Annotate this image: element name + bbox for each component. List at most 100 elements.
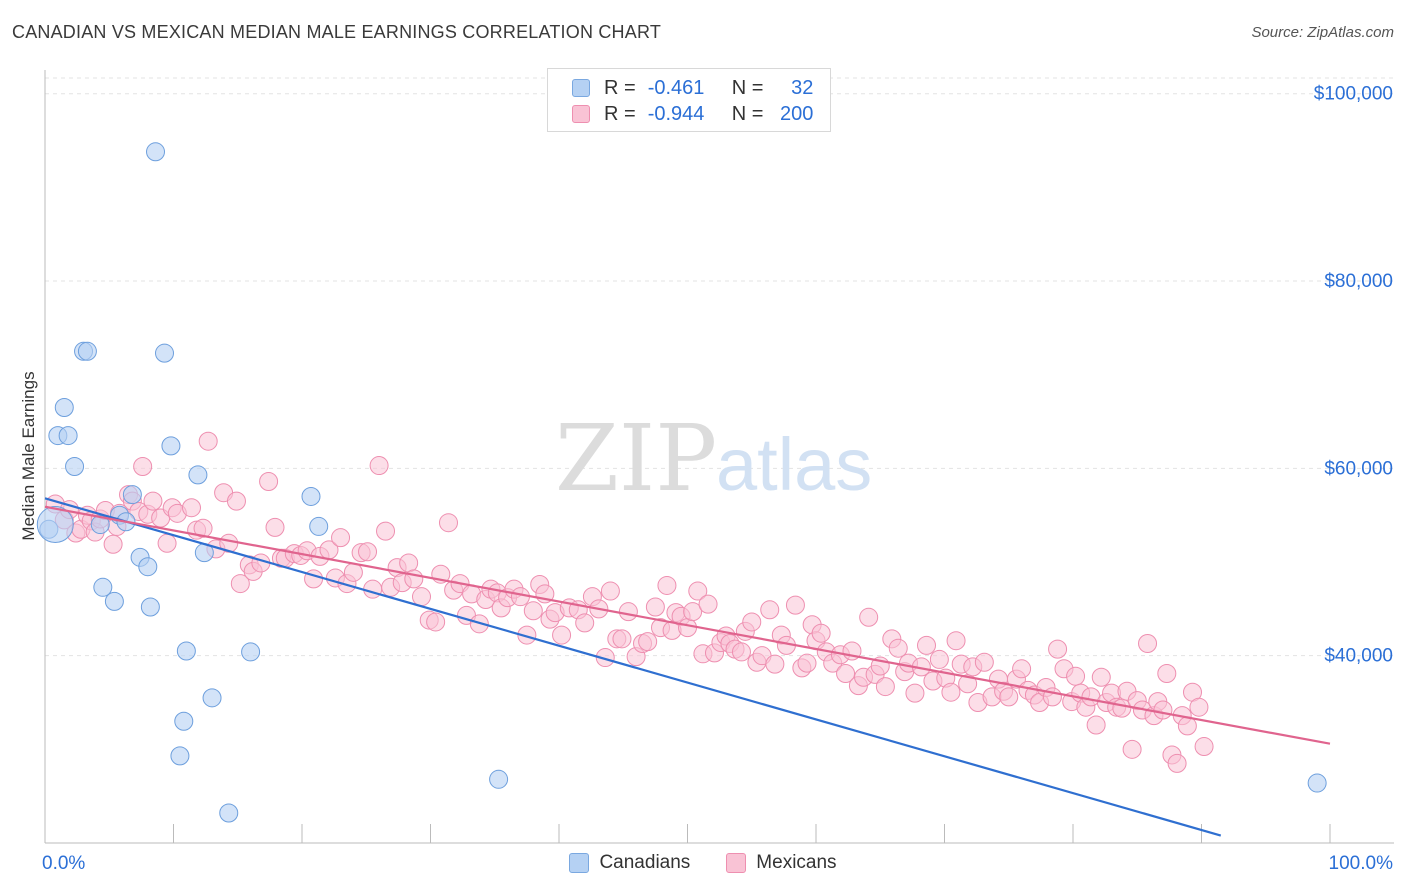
- mexicans-point: [785, 595, 805, 615]
- canadians-point: [1307, 773, 1327, 793]
- mexicans-point: [1153, 700, 1173, 720]
- mexicans-point: [618, 602, 638, 622]
- mexicans-trend-line: [44, 505, 1331, 745]
- canadians-point: [155, 343, 175, 363]
- mexicans-point: [600, 581, 620, 601]
- canadians-point: [219, 803, 239, 823]
- mexicans-point: [103, 534, 123, 554]
- canadians-point: [140, 597, 160, 617]
- mexicans-point: [645, 597, 665, 617]
- mexicans-point: [575, 613, 595, 633]
- mexicans-point: [731, 642, 751, 662]
- n-value: 32: [791, 76, 814, 99]
- mexicans-point: [1157, 663, 1177, 683]
- mexicans-point: [230, 574, 250, 594]
- mexicans-point: [181, 498, 201, 518]
- source-label: Source: ZipAtlas.com: [1251, 24, 1394, 41]
- chart-title: CANADIAN VS MEXICAN MEDIAN MALE EARNINGS…: [12, 22, 662, 42]
- mexicans-point: [859, 607, 879, 627]
- mexicans-point: [797, 653, 817, 673]
- mexicans-point: [1012, 659, 1032, 679]
- canadians-trend-line: [44, 497, 1222, 837]
- mexicans-legend-swatch: [726, 853, 747, 873]
- mexicans-point: [133, 456, 153, 476]
- canadians-point: [241, 642, 261, 662]
- canadians-point: [54, 397, 74, 417]
- mexicans-point: [358, 542, 378, 562]
- r-label: R =: [604, 102, 636, 125]
- r-value: -0.461: [647, 76, 705, 99]
- n-value: 200: [780, 102, 814, 125]
- watermark-atlas: atlas: [716, 423, 872, 506]
- mexicans-point: [946, 631, 966, 651]
- mexicans-point: [523, 601, 543, 621]
- mexicans-point: [157, 533, 177, 553]
- mexicans-point: [1167, 753, 1187, 773]
- stats-legend: R = -0.461 N = 32 R = -0.944 N = 200: [547, 68, 831, 132]
- canadians-point: [301, 486, 321, 506]
- n-label: N =: [731, 102, 764, 125]
- canadians-point: [146, 142, 166, 162]
- r-label: R =: [604, 76, 636, 99]
- canadians-point: [161, 436, 181, 456]
- mexicans-point: [875, 677, 895, 697]
- canadians-point: [90, 515, 110, 535]
- mexicans-point: [143, 491, 163, 511]
- canadians-point: [104, 591, 124, 611]
- mexicans-point: [888, 638, 908, 658]
- axes: [44, 70, 1394, 844]
- canadians-point: [489, 769, 509, 789]
- mexicans-point: [193, 518, 213, 538]
- canadians-point: [176, 641, 196, 661]
- mexicans-point: [657, 575, 677, 595]
- stats-row-mexicans: R = -0.944 N = 200: [572, 102, 813, 126]
- canadians-point: [93, 577, 113, 597]
- mexicans-point: [974, 652, 994, 672]
- mexicans-point: [1091, 667, 1111, 687]
- mexicans-point: [1189, 697, 1209, 717]
- y-tick-label: $60,000: [1324, 458, 1393, 479]
- r-value: -0.944: [647, 102, 705, 125]
- canadians-point: [170, 746, 190, 766]
- mexicans-point: [331, 528, 351, 548]
- mexicans-point: [638, 632, 658, 652]
- y-tick-label: $80,000: [1324, 271, 1393, 292]
- mexicans-point: [226, 491, 246, 511]
- mexicans-point: [438, 513, 458, 533]
- y-tick-labels: $40,000 $60,000 $80,000 $100,000: [1314, 84, 1393, 667]
- mexicans-legend-label: Mexicans: [756, 852, 837, 873]
- canadians-point: [138, 557, 158, 577]
- canadians-legend-label: Canadians: [599, 852, 691, 873]
- mexicans-point: [836, 663, 856, 683]
- canadians-point: [77, 341, 97, 361]
- mexicans-point: [683, 602, 703, 622]
- mexicans-point: [999, 687, 1019, 707]
- n-label: N =: [731, 76, 764, 99]
- canadians-point: [202, 688, 222, 708]
- canadians-point: [188, 465, 208, 485]
- watermark-zip: ZIP: [555, 405, 717, 512]
- canadians-point: [58, 426, 78, 446]
- mexicans-point: [917, 635, 937, 655]
- mexicans-swatch: [572, 105, 590, 123]
- x-tick-labels: 0.0% 100.0%: [42, 853, 1393, 874]
- y-tick-label: $100,000: [1314, 84, 1393, 105]
- mexicans-point: [905, 683, 925, 703]
- legend-item-mexicans[interactable]: Mexicans: [726, 852, 837, 874]
- mexicans-point: [1138, 634, 1158, 654]
- canadians-point: [309, 516, 329, 536]
- stats-row-canadians: R = -0.461 N = 32: [572, 76, 813, 100]
- mexicans-point: [1122, 739, 1142, 759]
- mexicans-point: [1086, 715, 1106, 735]
- legend-item-canadians[interactable]: Canadians: [569, 852, 690, 874]
- mexicans-point: [265, 517, 285, 537]
- mexicans-point: [343, 562, 363, 582]
- mexicans-point: [412, 587, 432, 607]
- mexicans-point: [376, 521, 396, 541]
- mexicans-point: [1048, 639, 1068, 659]
- x-tick-label: 100.0%: [1329, 853, 1394, 874]
- mexicans-point: [363, 579, 383, 599]
- y-tick-label: $40,000: [1324, 646, 1393, 667]
- mexicans-point: [552, 625, 572, 645]
